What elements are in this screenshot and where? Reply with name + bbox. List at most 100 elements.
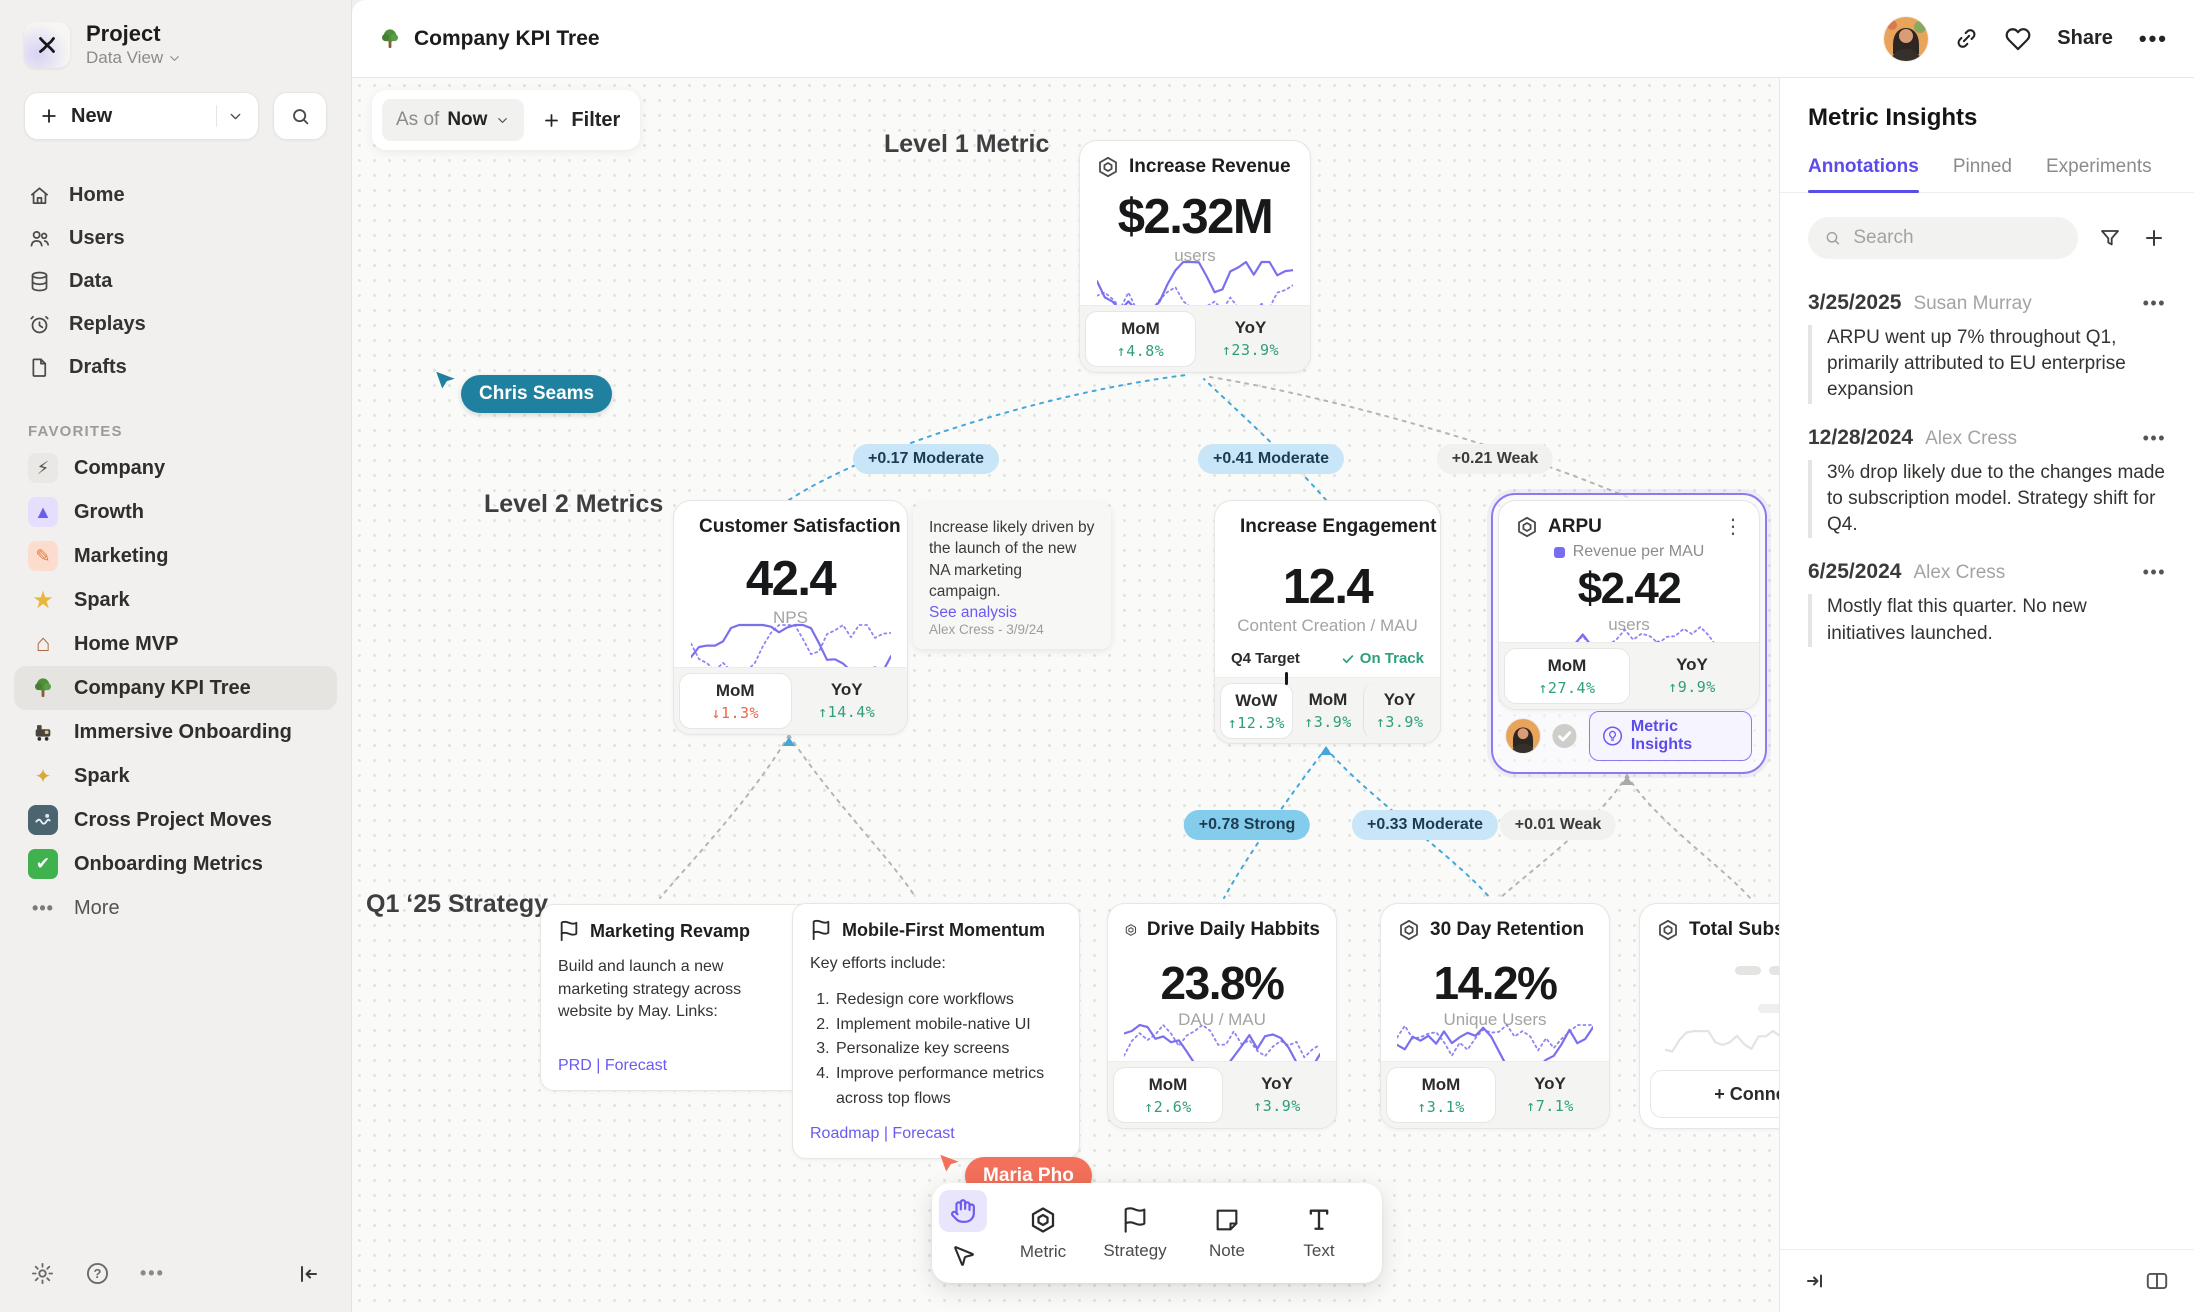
text-icon [1309, 1209, 1329, 1230]
annotation-menu-icon[interactable]: ••• [2142, 427, 2166, 448]
metric-card-increase-revenue[interactable]: Increase Revenue $2.32M users MoM ↑4.8% … [1079, 140, 1311, 373]
copy-link-icon[interactable] [1954, 26, 1979, 51]
metric-card-30-day-retention[interactable]: 30 Day Retention 14.2% Unique Users MoM … [1380, 903, 1610, 1129]
select-tool-button[interactable] [939, 1234, 987, 1276]
collapse-sidebar-icon[interactable] [297, 1262, 321, 1286]
add-annotation-icon[interactable] [2142, 226, 2166, 250]
kpi-tree-canvas[interactable]: As of Now Filter Level 1 Metric Level 2 … [352, 78, 1779, 1312]
flag-icon [560, 920, 578, 942]
settings-gear-icon[interactable] [30, 1261, 55, 1286]
metric-card-customer-satisfaction[interactable]: Customer Satisfaction 42.4 NPS MoM ↓1.3%… [673, 500, 908, 735]
add-filter-button[interactable]: Filter [542, 109, 620, 132]
sidebar-item-drafts[interactable]: Drafts [14, 346, 337, 389]
favorite-label: Cross Project Moves [74, 808, 272, 831]
more-options-icon[interactable]: ••• [2138, 25, 2168, 51]
favorite-company[interactable]: ⚡ Company [14, 446, 337, 490]
as-of-label: As of [396, 109, 440, 130]
new-button[interactable]: New [24, 92, 259, 141]
favorite-spark-2[interactable]: ✦ Spark [14, 754, 337, 798]
metric-unit: NPS [773, 608, 808, 627]
see-analysis-link[interactable]: See analysis [929, 603, 1017, 621]
sidebar-item-home[interactable]: Home [14, 174, 337, 217]
favorite-marketing[interactable]: ✎ Marketing [14, 534, 337, 578]
project-view-switcher[interactable]: Data View [86, 48, 182, 68]
connect-data-label: + Connec [1714, 1083, 1779, 1104]
edge-label[interactable]: +0.01 Weak [1499, 810, 1617, 840]
metric-card-total-subscriptions[interactable]: Total Subscript + Connec [1639, 903, 1779, 1129]
annotation-item[interactable]: 6/25/2024 Alex Cress ••• Mostly flat thi… [1780, 538, 2194, 647]
favorite-company-kpi-tree[interactable]: Company KPI Tree [14, 666, 337, 711]
strategy-links[interactable]: PRD | Forecast [558, 1057, 668, 1074]
edge-label[interactable]: +0.17 Moderate [852, 444, 1000, 474]
metric-hexagon-icon [1659, 919, 1677, 941]
metric-tool-button[interactable]: Metric [999, 1190, 1087, 1276]
edge-label[interactable]: +0.41 Moderate [1197, 444, 1345, 474]
tab-experiments[interactable]: Experiments [2046, 156, 2152, 177]
strategy-title: Marketing Revamp [590, 920, 751, 941]
workspace-header[interactable]: Project Data View [0, 0, 351, 78]
tab-pinned[interactable]: Pinned [1952, 156, 2012, 177]
metric-insights-button[interactable]: Metric Insights [1588, 711, 1752, 761]
project-view-label: Data View [86, 48, 164, 68]
edge-label[interactable]: +0.33 Moderate [1351, 810, 1499, 840]
more-options-icon[interactable]: ••• [140, 1263, 165, 1283]
edge-arrow-icon [783, 737, 795, 746]
stat-label: YoY [1534, 1074, 1566, 1093]
strategy-links[interactable]: Roadmap | Forecast [810, 1125, 955, 1142]
chevron-down-icon[interactable] [227, 108, 244, 125]
avatar[interactable] [1884, 16, 1929, 61]
card-menu-icon[interactable]: ⋮ [1723, 516, 1743, 538]
strategy-card-mobile-first[interactable]: Mobile-First Momentum Key efforts includ… [792, 903, 1080, 1159]
text-tool-button[interactable]: Text [1275, 1190, 1363, 1276]
sidebar-item-label: Home [69, 184, 125, 207]
edge-label[interactable]: +0.78 Strong [1183, 810, 1311, 840]
search-input[interactable] [1851, 226, 2062, 250]
favorite-label: Onboarding Metrics [74, 852, 263, 875]
metric-card-increase-engagement[interactable]: Increase Engagement 12.4 Content Creatio… [1214, 500, 1441, 744]
note-tool-button[interactable]: Note [1183, 1190, 1271, 1276]
search-button[interactable] [273, 92, 327, 141]
metric-card-drive-daily-habits[interactable]: Drive Daily Habbits 23.8% DAU / MAU MoM … [1107, 903, 1337, 1129]
favorite-immersive-onboarding[interactable]: Immersive Onboarding [14, 710, 337, 754]
stat-value: ↑23.9% [1221, 341, 1280, 359]
sidebar-item-replays[interactable]: Replays [14, 303, 337, 346]
share-button[interactable]: Share [2057, 27, 2113, 49]
collapse-panel-icon[interactable] [1804, 1269, 1828, 1293]
strategy-tool-button[interactable]: Strategy [1091, 1190, 1179, 1276]
favorite-spark[interactable]: ★ Spark [14, 578, 337, 622]
metric-unit: users [1608, 615, 1650, 634]
split-view-icon[interactable] [2144, 1268, 2170, 1294]
tab-annotations[interactable]: Annotations [1808, 156, 1919, 193]
stat-label: MoM [1547, 656, 1587, 675]
annotation-menu-icon[interactable]: ••• [2142, 293, 2166, 313]
annotation-menu-icon[interactable]: ••• [2142, 562, 2166, 583]
metric-card-arpu-selected[interactable]: ARPU ⋮ Revenue per MAU $2.42 users Mo [1491, 493, 1767, 774]
divider [216, 105, 217, 128]
favorite-growth[interactable]: ▲ Growth [14, 490, 337, 534]
favorites-more[interactable]: ••• More [14, 886, 337, 930]
connect-data-button[interactable]: + Connec [1650, 1070, 1779, 1118]
favorite-home-mvp[interactable]: ⌂ Home MVP [14, 622, 337, 666]
avatar[interactable] [1506, 719, 1540, 753]
edge-label[interactable]: +0.21 Weak [1436, 444, 1554, 474]
sidebar-item-data[interactable]: Data [14, 260, 337, 303]
help-icon[interactable]: ? [85, 1261, 110, 1286]
cursor-arrow-icon [940, 1154, 959, 1172]
list-item: Redesign core workflows [834, 988, 1062, 1013]
tree-icon [28, 673, 58, 703]
as-of-dropdown[interactable]: As of Now [382, 99, 525, 141]
star-icon: ★ [32, 586, 54, 614]
annotation-item[interactable]: 3/25/2025 Susan Murray ••• ARPU went up … [1780, 269, 2194, 404]
favorite-heart-icon[interactable] [2005, 26, 2031, 52]
annotation-item[interactable]: 12/28/2024 Alex Cress ••• 3% drop likely… [1780, 404, 2194, 539]
filter-funnel-icon[interactable] [2098, 226, 2122, 250]
strategy-card-marketing-revamp[interactable]: Marketing Revamp Build and launch a new … [540, 904, 812, 1091]
annotation-note-card[interactable]: Increase likely driven by the launch of … [913, 503, 1111, 649]
pencil-icon: ✎ [28, 541, 58, 572]
sidebar-item-users[interactable]: Users [14, 217, 337, 260]
favorite-cross-project-moves[interactable]: Cross Project Moves [14, 798, 337, 842]
annotations-search[interactable] [1808, 217, 2078, 259]
favorite-onboarding-metrics[interactable]: ✔ Onboarding Metrics [14, 842, 337, 886]
hand-tool-button[interactable] [939, 1190, 987, 1232]
